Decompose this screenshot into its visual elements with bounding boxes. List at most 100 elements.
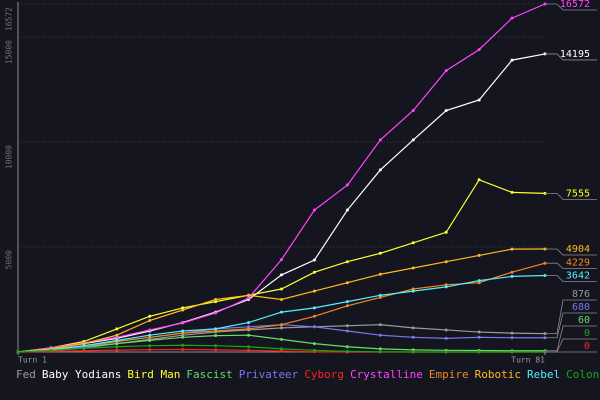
point [181, 306, 185, 310]
point [247, 333, 251, 337]
point [378, 251, 382, 255]
point [181, 335, 185, 339]
end-label: 14195 [560, 49, 590, 60]
point [477, 98, 481, 102]
point [115, 342, 119, 346]
point [477, 281, 481, 285]
legend-entry: Fascist [186, 368, 233, 381]
point [378, 323, 382, 327]
end-label: 3642 [566, 271, 590, 282]
point [148, 335, 152, 339]
point [247, 348, 251, 352]
x-tick-label: Turn 81 [511, 356, 545, 365]
y-tick-label: 15000 [5, 40, 14, 64]
end-label: 16572 [560, 0, 590, 10]
point [444, 109, 448, 113]
point [148, 328, 152, 332]
leader-line [545, 312, 597, 339]
point [181, 329, 185, 333]
point [280, 337, 283, 341]
point [510, 16, 514, 20]
point [247, 345, 251, 349]
point [214, 348, 218, 352]
point [378, 295, 382, 299]
point [477, 253, 481, 257]
point [247, 321, 251, 325]
end-label: 0 [584, 328, 590, 339]
point [510, 336, 514, 340]
point [477, 279, 481, 283]
series-line [17, 53, 546, 353]
point [214, 334, 218, 338]
point [115, 335, 119, 339]
end-label: 680 [572, 302, 590, 313]
point [378, 138, 382, 142]
point [378, 333, 382, 337]
point [510, 350, 514, 354]
point [148, 348, 152, 352]
point [181, 308, 185, 312]
point [312, 325, 316, 329]
point [181, 347, 185, 351]
point [214, 298, 218, 302]
legend: Fed Baby Yodians Bird Man Fascist Privateer C… [16, 368, 600, 381]
point [345, 345, 349, 349]
point [49, 348, 53, 352]
point [444, 336, 448, 340]
point [510, 247, 514, 251]
legend-entry: Crystalline [350, 368, 423, 381]
leader-line [545, 53, 597, 61]
point [280, 349, 283, 353]
point [345, 260, 349, 264]
point [214, 300, 218, 304]
point [247, 296, 251, 300]
point [444, 260, 448, 264]
point [411, 348, 415, 352]
point [247, 325, 251, 329]
legend-entry: Baby Yodians [41, 368, 122, 381]
point [181, 333, 185, 337]
point [280, 310, 283, 314]
leader-line [545, 299, 597, 335]
point [214, 344, 218, 348]
point [16, 350, 20, 354]
point [214, 329, 218, 333]
point [247, 327, 251, 331]
point [378, 168, 382, 172]
y-tick-label: 10000 [5, 145, 14, 169]
point [378, 272, 382, 276]
point [312, 348, 316, 352]
point [280, 273, 283, 277]
point [148, 319, 152, 323]
y-tick-label: 16572 [5, 7, 14, 31]
point [345, 208, 349, 212]
point [115, 345, 119, 349]
leader-line [545, 192, 597, 200]
point [444, 283, 448, 287]
point [411, 266, 415, 270]
y-tick-label: 5000 [5, 250, 14, 269]
point [345, 324, 349, 328]
point [280, 347, 283, 351]
end-label: 876 [572, 289, 590, 300]
end-label: 0 [584, 341, 590, 352]
point [411, 241, 415, 245]
point [115, 348, 119, 352]
point [411, 326, 415, 330]
leader-line [545, 3, 597, 11]
point [345, 281, 349, 285]
point [312, 270, 316, 274]
point [280, 287, 283, 291]
legend-entry: Empire [428, 368, 469, 381]
point [148, 338, 152, 342]
point [411, 287, 415, 291]
point [510, 331, 514, 335]
point [148, 344, 152, 348]
point [247, 293, 251, 297]
point [148, 333, 152, 337]
end-label: 7555 [566, 188, 590, 199]
point [411, 109, 415, 113]
point [115, 327, 119, 331]
legend-entry: Privateer [238, 368, 299, 381]
